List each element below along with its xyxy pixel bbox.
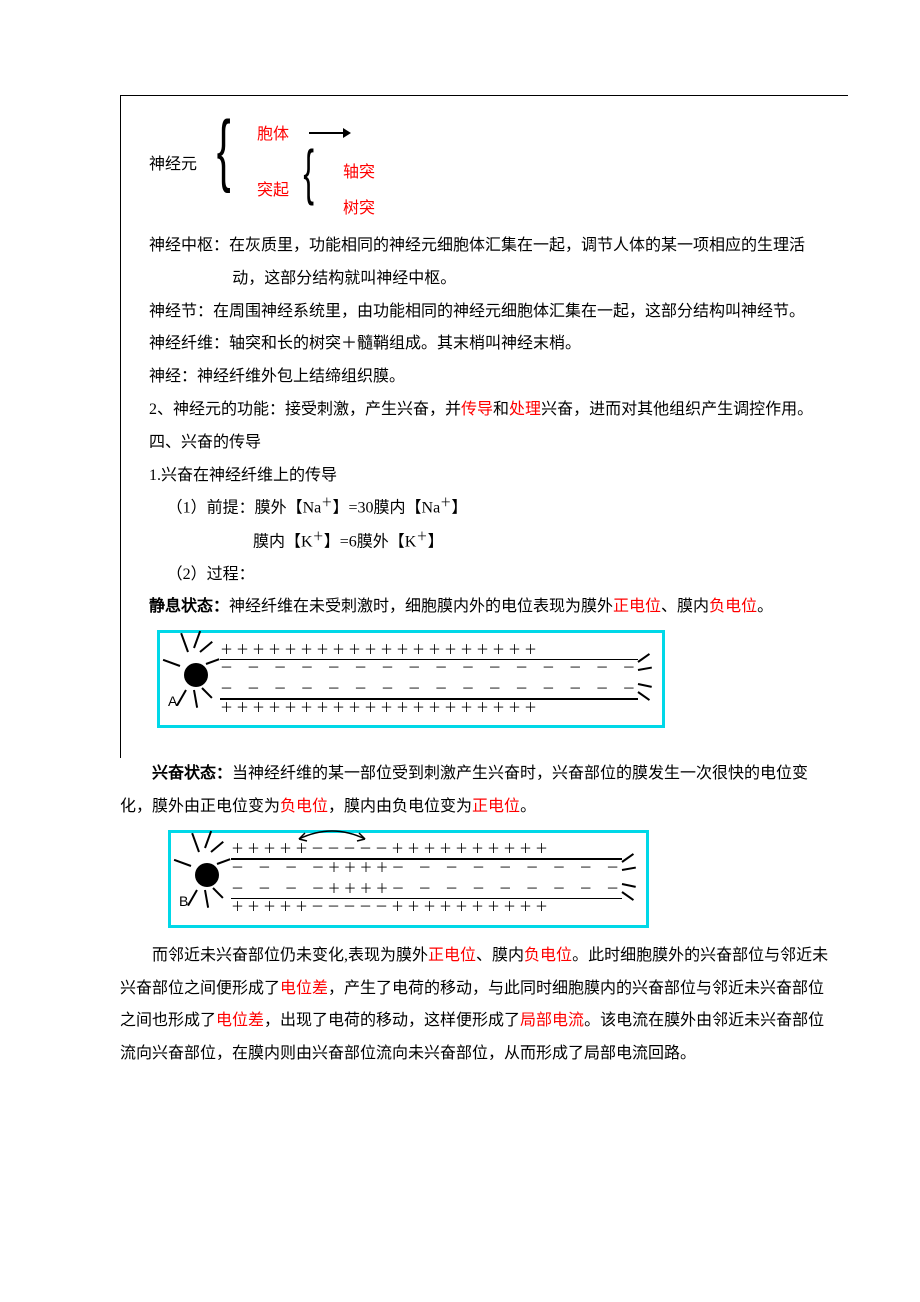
- document-page: 神经元 { 胞体 突起 { 轴突 树突 神经中枢：在灰质里，功能相同的神经元细胞…: [0, 0, 920, 1111]
- premise-line-2: 膜内【K＋】=6膜外【K＋】: [149, 526, 830, 559]
- neuron-tree-diagram: 神经元 { 胞体 突起 { 轴突 树突: [149, 114, 830, 210]
- heading-4: 四、兴奋的传导: [149, 427, 830, 460]
- brace-icon: {: [303, 143, 314, 204]
- content-frame: 神经元 { 胞体 突起 { 轴突 树突 神经中枢：在灰质里，功能相同的神经元细胞…: [120, 95, 848, 758]
- tree-node-dendrite: 树突: [343, 194, 375, 218]
- tree-node-axon: 轴突: [343, 158, 375, 182]
- diagram-a-resting: A ＋＋＋＋＋＋＋＋＋＋＋＋＋＋＋＋＋＋＋＋ － － － － － － － － －…: [157, 630, 665, 728]
- axon-schematic: ＋＋＋＋＋－－－－－＋＋＋＋＋＋＋＋＋＋ － － － －＋＋＋＋－ － － － …: [231, 843, 622, 914]
- local-current-text: 而邻近未兴奋部位仍未变化,表现为膜外正电位、膜内负电位。此时细胞膜外的兴奋部位与…: [120, 940, 830, 1071]
- neuron-function: 2、神经元的功能：接受刺激，产生兴奋，并传导和处理兴奋，进而对其他组织产生调控作…: [149, 394, 830, 427]
- neuron-body-icon: B: [177, 839, 231, 919]
- def-nerve-center: 神经中枢：在灰质里，功能相同的神经元细胞体汇集在一起，调节人体的某一项相应的生理…: [149, 230, 830, 296]
- heading-4-1: 1.兴奋在神经纤维上的传导: [149, 460, 830, 493]
- axon-terminal-icon: [622, 839, 636, 919]
- arrow-icon: [309, 128, 351, 138]
- excited-state-text: 兴奋状态：当神经纤维的某一部位受到刺激产生兴奋时，兴奋部位的膜发生一次很快的电位…: [120, 758, 830, 824]
- def-ganglion: 神经节：在周围神经系统里，由功能相同的神经元细胞体汇集在一起，这部分结构叫神经节…: [149, 296, 830, 329]
- process-label: （2）过程：: [149, 559, 830, 592]
- tree-node-cellbody: 胞体: [257, 120, 289, 144]
- premise-line-1: （1）前提：膜外【Na＋】=30膜内【Na＋】: [149, 492, 830, 525]
- neuron-body-icon: A: [166, 639, 220, 719]
- current-arrow-icon: [287, 825, 377, 843]
- tree-node-process: 突起: [257, 176, 289, 200]
- def-nerve: 神经：神经纤维外包上结缔组织膜。: [149, 361, 830, 394]
- resting-state-text: 静息状态：神经纤维在未受刺激时，细胞膜内外的电位表现为膜外正电位、膜内负电位。: [149, 591, 830, 624]
- axon-terminal-icon: [638, 639, 652, 719]
- axon-schematic: ＋＋＋＋＋＋＋＋＋＋＋＋＋＋＋＋＋＋＋＋ － － － － － － － － － －…: [220, 644, 638, 715]
- brace-icon: {: [217, 110, 231, 190]
- diagram-b-excited: B ＋＋＋＋＋－－－－－: [168, 830, 649, 928]
- def-nerve-fiber: 神经纤维：轴突和长的树突＋髓鞘组成。其末梢叫神经末梢。: [149, 328, 830, 361]
- tree-root-label: 神经元: [149, 150, 197, 174]
